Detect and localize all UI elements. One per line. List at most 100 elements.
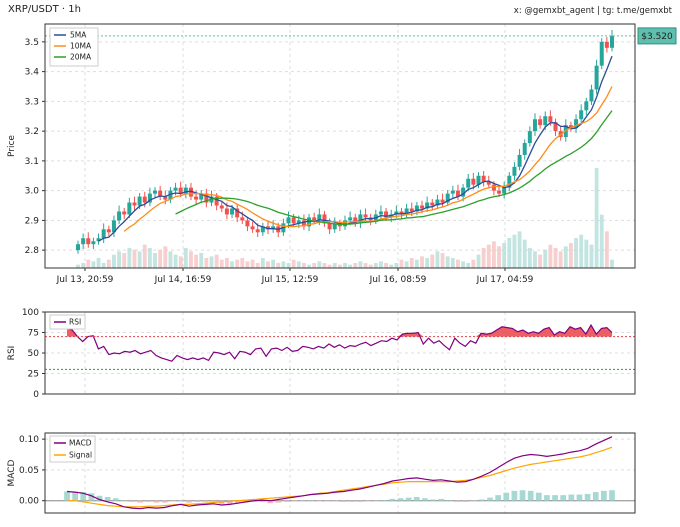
volume-bar (322, 263, 327, 268)
rsi-ytick-label: 50 (28, 349, 40, 359)
macd-histogram-bar (226, 500, 233, 504)
candle-body (158, 190, 163, 197)
volume-bar (127, 248, 132, 268)
macd-histogram-bar (527, 490, 534, 501)
rsi-ytick-label: 75 (28, 329, 39, 339)
price-xtick-label: Jul 17, 04:59 (476, 275, 534, 285)
volume-bar (476, 254, 481, 268)
volume-bar (363, 263, 368, 268)
price-xtick-label: Jul 16, 08:59 (369, 275, 427, 285)
legend-label: RSI (69, 318, 81, 327)
macd-histogram-bar (381, 500, 388, 501)
candle-body (81, 238, 86, 245)
candle-body (610, 35, 614, 48)
macd-histogram-bar (430, 499, 436, 501)
macd-histogram-bar (300, 500, 306, 502)
volume-bar (414, 259, 419, 268)
macd-histogram-bar (373, 500, 379, 502)
rsi-overbought-fill (67, 325, 612, 337)
macd-histogram-bar (80, 492, 87, 501)
volume-bar (440, 253, 445, 268)
volume-bar (281, 261, 286, 268)
volume-bar (230, 261, 234, 268)
candle-body (178, 187, 183, 194)
candle-body (589, 89, 594, 102)
macd-histogram-bar (552, 495, 558, 501)
candle-body (188, 187, 193, 197)
candle-body (471, 178, 476, 185)
candle-body (312, 217, 317, 221)
candle-body (532, 119, 537, 132)
volume-bar (147, 248, 152, 268)
volume-bar (337, 264, 342, 268)
candle-body (96, 238, 101, 242)
price-ylabel: Price (7, 135, 17, 157)
candle-body (322, 214, 327, 224)
candle-body (476, 175, 481, 185)
volume-bar (219, 259, 224, 268)
macd-histogram-bar (356, 500, 363, 502)
candle-body (111, 220, 116, 233)
volume-bar (497, 246, 501, 268)
volume-bar (502, 243, 507, 268)
volume-bar (101, 263, 106, 268)
volume-bar (604, 231, 609, 268)
price-ytick-label: 3.2 (25, 127, 39, 137)
candle-body (127, 202, 132, 215)
volume-bar (327, 264, 332, 268)
volume-bar (394, 263, 399, 268)
candle-body (260, 226, 265, 233)
candle-body (348, 217, 353, 221)
macd-histogram-bar (422, 498, 428, 501)
rsi-ylabel: RSI (7, 346, 17, 361)
candle-body (240, 217, 245, 221)
candle-body (522, 143, 527, 155)
legend-label: 20MA (70, 53, 92, 62)
volume-bar (173, 254, 178, 268)
volume-bar (599, 214, 604, 268)
candle-body (491, 184, 496, 191)
candle-body (183, 187, 188, 194)
volume-bar (594, 168, 599, 268)
macd-histogram-bar (153, 500, 160, 503)
legend-label: 10MA (70, 42, 92, 51)
macd-histogram-bar (72, 492, 78, 501)
candle-body (414, 205, 419, 212)
candle-body (219, 205, 224, 209)
legend-label: MACD (69, 439, 92, 448)
macd-histogram-bar (405, 497, 412, 501)
volume-bar (343, 263, 347, 268)
candle-body (317, 214, 322, 221)
macd-histogram-bar (340, 500, 347, 502)
macd-ylabel: MACD (7, 459, 17, 486)
volume-bar (312, 263, 317, 268)
volume-bar (240, 258, 245, 268)
price-ytick-label: 3.4 (25, 68, 40, 78)
candle-body (574, 119, 579, 129)
candle-body (106, 229, 111, 233)
signal-line (67, 446, 613, 508)
volume-bar (543, 249, 548, 268)
macd-histogram-bar (584, 493, 591, 501)
price-xtick-label: Jul 14, 16:59 (154, 275, 212, 285)
ma20-line (175, 110, 613, 226)
candle-body (404, 208, 409, 215)
candle-body (163, 196, 168, 200)
volume-bar (409, 258, 414, 268)
candle-body (543, 116, 548, 126)
candle-body (271, 226, 276, 230)
macd-histogram-bar (609, 490, 615, 501)
candle-body (137, 196, 142, 206)
macd-histogram-bar (560, 495, 567, 501)
candle-body (497, 190, 502, 194)
price-ytick-label: 2.9 (25, 216, 40, 226)
volume-bar (425, 258, 430, 268)
macd-histogram-bar (470, 500, 477, 502)
candle-body (420, 205, 425, 209)
macd-histogram-bar (544, 495, 550, 501)
candle-body (527, 131, 532, 144)
candle-body (307, 217, 312, 227)
macd-histogram-bar (503, 492, 510, 501)
candle-body (327, 223, 332, 230)
volume-bar (276, 263, 281, 268)
